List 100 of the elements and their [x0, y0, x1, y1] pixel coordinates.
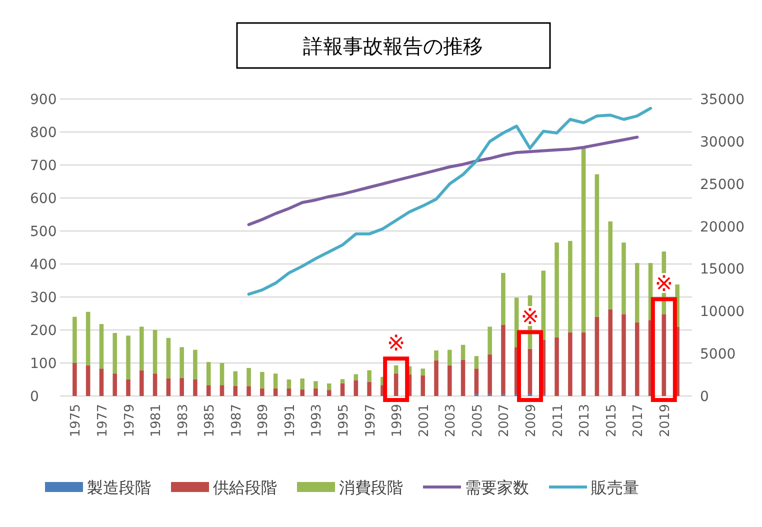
bar	[541, 270, 546, 340]
bar	[72, 363, 77, 396]
bar	[180, 378, 184, 396]
bar	[420, 368, 426, 376]
x-tick-label: 2009	[524, 404, 539, 438]
bar	[206, 362, 211, 386]
bar	[260, 388, 264, 396]
bar	[434, 350, 438, 360]
bar	[554, 242, 559, 338]
bar	[326, 390, 332, 396]
bar	[86, 312, 90, 366]
y2-tick-label: 0	[700, 389, 709, 405]
x-tick-label: 2011	[550, 404, 566, 438]
bar	[354, 374, 358, 380]
bar	[193, 350, 198, 380]
bar	[220, 363, 224, 386]
y-tick-label: 0	[30, 389, 39, 405]
bar	[488, 354, 492, 394]
y2-tick-label: 30000	[700, 134, 745, 150]
bar	[528, 348, 532, 394]
y2-tick-label: 5000	[700, 346, 736, 363]
annotation: ※	[386, 332, 406, 357]
y-tick-label: 400	[30, 257, 57, 273]
bar	[112, 374, 118, 396]
bar	[273, 388, 278, 396]
y-tick-label: 300	[30, 290, 57, 306]
bar	[206, 385, 211, 396]
bar	[354, 380, 358, 396]
bar	[581, 148, 586, 332]
x-tick-label: 1975	[68, 404, 84, 438]
bar	[246, 368, 251, 386]
bar	[166, 338, 171, 379]
y2-tick-label: 35000	[700, 92, 745, 108]
bar	[474, 368, 479, 394]
bar	[140, 370, 144, 396]
bar	[460, 360, 466, 396]
y2-tick-label: 10000	[700, 304, 745, 320]
x-tick-label: 2007	[497, 404, 512, 438]
bar	[622, 314, 626, 396]
x-tick-label: 1977	[95, 404, 110, 438]
x-tick-label: 2019	[658, 404, 673, 438]
y-tick-label: 800	[30, 125, 57, 141]
bar	[140, 326, 144, 370]
bar	[126, 380, 130, 396]
chart-title: 詳報事故報告の推移	[303, 34, 483, 58]
bar	[448, 350, 452, 366]
bar	[420, 375, 426, 396]
y-tick-label: 500	[30, 224, 57, 240]
bar	[72, 316, 77, 363]
bar	[220, 385, 224, 396]
x-tick-label: 1993	[310, 404, 325, 438]
y-tick-label: 200	[30, 323, 57, 339]
bar	[394, 365, 398, 374]
x-tick-label: 1991	[282, 404, 298, 438]
line-series	[247, 106, 652, 296]
x-tick-label: 1985	[202, 404, 218, 438]
bar	[501, 324, 506, 394]
legend-label: 製造段階	[87, 478, 151, 497]
bar	[286, 380, 292, 388]
bar	[152, 330, 158, 374]
legend-label: 販売量	[591, 478, 639, 497]
bar	[340, 383, 345, 396]
x-tick-label: 2013	[578, 404, 593, 438]
y-tick-label: 900	[30, 92, 57, 108]
x-tick-label: 2017	[631, 404, 646, 438]
bar	[501, 272, 506, 325]
bar	[394, 374, 398, 396]
bar	[340, 379, 345, 384]
bar	[314, 381, 318, 388]
x-tick-label: 1989	[256, 404, 272, 438]
bar	[112, 332, 118, 374]
bar	[367, 382, 372, 396]
line-series	[247, 136, 639, 226]
bar	[367, 370, 372, 382]
bar	[434, 360, 438, 396]
bar	[314, 388, 318, 396]
x-tick-label: 1987	[229, 404, 244, 438]
y-tick-label: 100	[30, 356, 57, 372]
bar	[246, 386, 251, 396]
bar	[193, 380, 198, 396]
bar	[594, 174, 600, 317]
legend-label: 供給段階	[213, 478, 277, 497]
x-tick-label: 1997	[363, 404, 378, 438]
x-tick-label: 2003	[444, 404, 459, 438]
bar	[300, 389, 304, 396]
bar	[152, 374, 158, 396]
x-tick-label: 2001	[416, 404, 432, 438]
bar	[634, 263, 640, 322]
legend-label: 需要家数	[465, 478, 529, 497]
bar	[233, 371, 238, 386]
bar	[662, 314, 666, 396]
bar	[326, 383, 332, 390]
y-tick-label: 700	[30, 158, 57, 174]
bar	[126, 336, 130, 380]
y2-tick-label: 15000	[700, 262, 745, 278]
bar	[460, 344, 466, 360]
bar	[568, 240, 572, 332]
x-tick-label: 2015	[604, 404, 620, 438]
y-tick-label: 600	[30, 191, 57, 207]
y2-tick-label: 20000	[700, 219, 745, 236]
